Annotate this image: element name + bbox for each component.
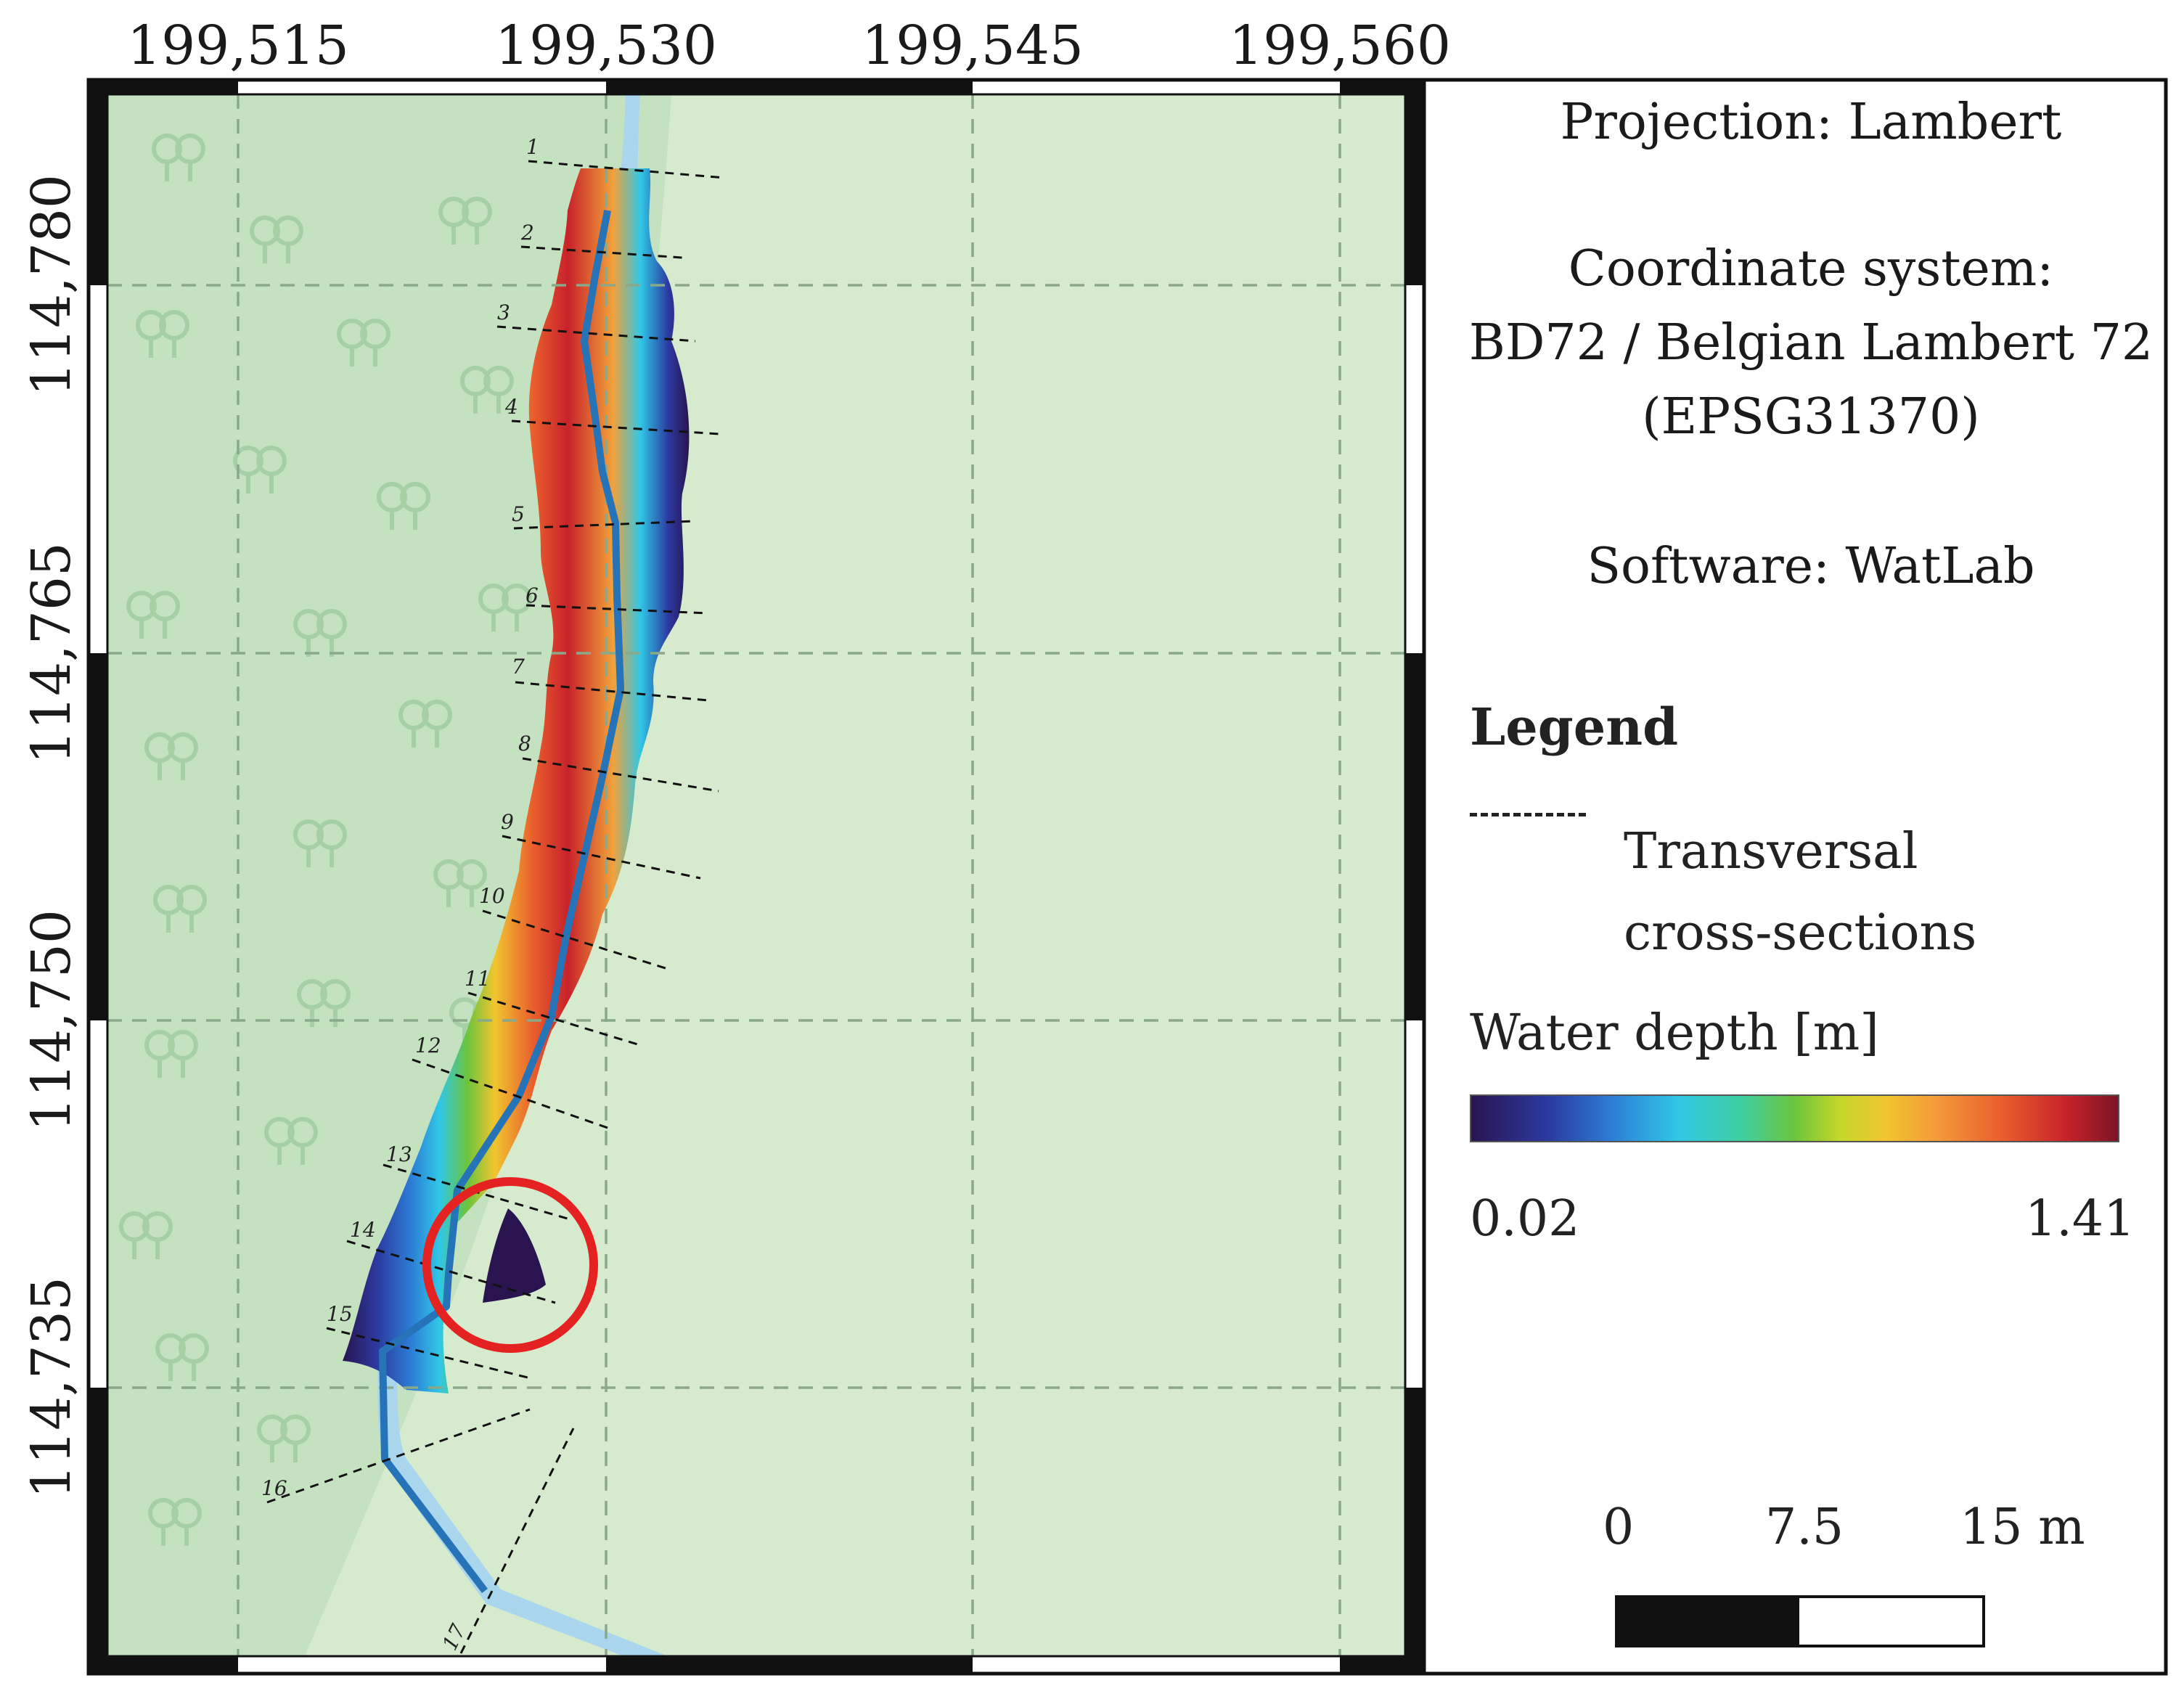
cross-section-label: 14: [350, 1218, 376, 1242]
projection-label: Projection: Lambert: [1560, 94, 2062, 151]
y-tick-label: 114,780: [20, 174, 83, 396]
coord-system-line1: Coordinate system:: [1568, 240, 2054, 298]
scale-label-mid: 7.5: [1765, 1499, 1844, 1556]
map-inner-border: [106, 93, 1407, 1658]
cross-section-line: [496, 325, 696, 343]
water-depth-min-label: 0.02: [1470, 1190, 1580, 1248]
info-panel-frame: [1422, 78, 2168, 1676]
highlight-circle: [422, 1177, 598, 1353]
x-tick-label: 199,545: [862, 15, 1084, 77]
cross-section-line: [515, 681, 708, 702]
cross-section-label: 7: [512, 655, 525, 679]
tree-icon: [136, 310, 189, 358]
cross-section-label: 13: [386, 1142, 412, 1166]
cross-section-line: [459, 1428, 575, 1654]
river-downstream: [377, 1350, 668, 1656]
software-label: Software: WatLab: [1587, 538, 2035, 595]
cross-section-line: [482, 909, 668, 970]
cross-section-label: 9: [501, 810, 514, 834]
tree-icon: [257, 1415, 311, 1462]
cross-section-label: 2: [520, 221, 534, 245]
river-centerline: [379, 210, 624, 1594]
frame-ticks: [89, 80, 1424, 1674]
x-tick-labels: 199,515 199,530 199,545 199,560: [127, 15, 1451, 77]
tree-icon: [250, 216, 303, 263]
cross-section-label: 12: [415, 1033, 441, 1057]
cross-section-label: 6: [525, 584, 539, 607]
tree-icon: [460, 366, 514, 414]
tree-icon: [119, 1211, 173, 1259]
y-tick-labels: 114,780 114,765 114,750 114,735: [20, 174, 83, 1499]
cross-section-label: 10: [479, 884, 505, 908]
cross-section-line: [502, 835, 701, 880]
cross-section-line: [346, 1240, 556, 1304]
tree-icon: [144, 1030, 198, 1078]
cross-section-legend-line1: Transversal: [1624, 823, 1918, 880]
tree-icon: [144, 732, 198, 780]
cross-section-legend-line2: cross-sections: [1624, 904, 1977, 962]
cross-section-label: 11: [465, 967, 491, 991]
tree-icon: [293, 819, 347, 867]
cross-section-label: 5: [512, 502, 525, 526]
y-tick-label: 114,765: [20, 542, 83, 764]
water-depth-title: Water depth [m]: [1470, 1004, 1879, 1062]
cross-section-legend-symbol: [1470, 813, 1586, 816]
tree-icon: [337, 319, 390, 367]
legend-title: Legend: [1470, 697, 1679, 757]
cross-section-label: 4: [504, 395, 518, 419]
cross-section-line: [522, 757, 719, 793]
x-tick-label: 199,530: [495, 15, 717, 77]
tree-icon: [478, 584, 532, 631]
scale-label-end: 15 m: [1960, 1499, 2085, 1556]
coord-system-line3: (EPSG31370): [1642, 388, 1980, 446]
y-tick-label: 114,750: [20, 909, 83, 1131]
tree-icon: [438, 197, 492, 245]
tree-icon: [153, 885, 207, 933]
cross-section-labels: 1 2 3 4 5 6 7 8 9 10 11 12 13 14 15 16 1…: [261, 135, 539, 1654]
tree-icon: [126, 591, 180, 639]
cross-section-line: [528, 160, 725, 179]
tree-icon: [398, 700, 452, 748]
cross-section-label: 15: [327, 1302, 353, 1326]
cross-section-line: [511, 419, 721, 435]
tree-icon: [377, 482, 430, 530]
tree-icon: [233, 446, 287, 494]
tree-icon: [297, 979, 351, 1027]
x-tick-label: 199,560: [1229, 15, 1451, 77]
y-tick-label: 114,735: [20, 1277, 83, 1499]
tree-icon: [152, 134, 205, 181]
cross-section-label: 3: [497, 300, 510, 324]
cross-section-label: 1: [526, 135, 539, 159]
scale-label-0: 0: [1603, 1499, 1635, 1556]
water-depth-max-label: 1.41: [2025, 1190, 2135, 1248]
cross-section-label: 16: [261, 1476, 287, 1500]
tree-icon: [155, 1333, 209, 1381]
x-tick-label: 199,515: [127, 15, 349, 77]
shallow-pocket: [483, 1208, 546, 1303]
cross-section-line: [266, 1408, 531, 1504]
cross-section-line: [326, 1327, 534, 1380]
tree-icon: [148, 1498, 202, 1546]
tree-icon: [433, 859, 487, 907]
coordinate-grid: [107, 94, 1405, 1656]
tree-icon: [264, 1117, 318, 1165]
scale-bar: [1615, 1595, 1985, 1647]
water-depth-color-ramp: [1470, 1094, 2119, 1142]
coord-system-line2: BD72 / Belgian Lambert 72: [1468, 314, 2154, 372]
cross-section-line: [412, 1058, 610, 1130]
scale-bar-black-segment: [1618, 1598, 1799, 1645]
cross-section-line: [520, 245, 683, 259]
cross-section-label: 8: [518, 732, 531, 756]
cross-section-legend-label: Transversal cross-sections: [1624, 811, 1976, 974]
